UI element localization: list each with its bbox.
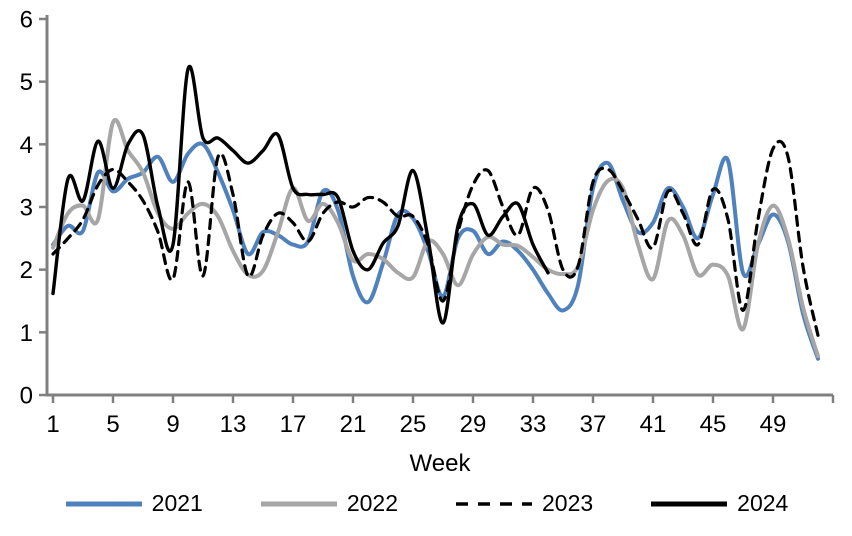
x-tick-label: 29: [460, 411, 487, 438]
legend-line-2023-icon: [456, 501, 532, 506]
x-tick-label: 5: [106, 411, 119, 438]
y-tick-label: 1: [20, 320, 33, 347]
legend-label-2021: 2021: [151, 490, 203, 516]
series-line-2024: [51, 64, 550, 325]
legend-label-2024: 2024: [737, 490, 789, 516]
legend-label-2022: 2022: [346, 490, 398, 516]
x-tick-label: 49: [760, 411, 787, 438]
y-tick-label: 3: [20, 194, 33, 221]
legend-line-2021-icon: [65, 501, 142, 506]
x-tick-label: 1: [46, 411, 59, 438]
y-tick-label: 5: [20, 69, 33, 96]
x-tick-label: 25: [400, 411, 427, 438]
x-tick-label: 37: [580, 411, 607, 438]
x-tick-label: 41: [640, 411, 667, 438]
y-tick-label: 6: [20, 6, 33, 33]
series-line-2021: [51, 141, 820, 361]
legend-item-2022: 2022: [259, 492, 398, 515]
legend-label-2023: 2023: [542, 490, 594, 516]
x-tick-label: 45: [700, 411, 727, 438]
legend-item-2024: 2024: [649, 492, 788, 515]
legend-item-2023: 2023: [454, 492, 593, 515]
series-line-2022: [51, 117, 820, 359]
legend-line-2024-icon: [651, 501, 728, 506]
x-tick-label: 33: [520, 411, 547, 438]
legend: 2021 2022 2023 2024: [0, 492, 852, 515]
x-tick-label: 21: [340, 411, 367, 438]
x-tick-label: 9: [166, 411, 179, 438]
x-tick-label: 13: [220, 411, 247, 438]
legend-line-2022-icon: [260, 501, 337, 506]
x-axis-title: Week: [409, 450, 471, 477]
y-tick-label: 2: [20, 257, 33, 284]
x-tick-label: 17: [280, 411, 307, 438]
y-tick-label: 4: [20, 132, 33, 159]
y-tick-label: 0: [20, 383, 33, 410]
legend-item-2021: 2021: [64, 492, 203, 515]
